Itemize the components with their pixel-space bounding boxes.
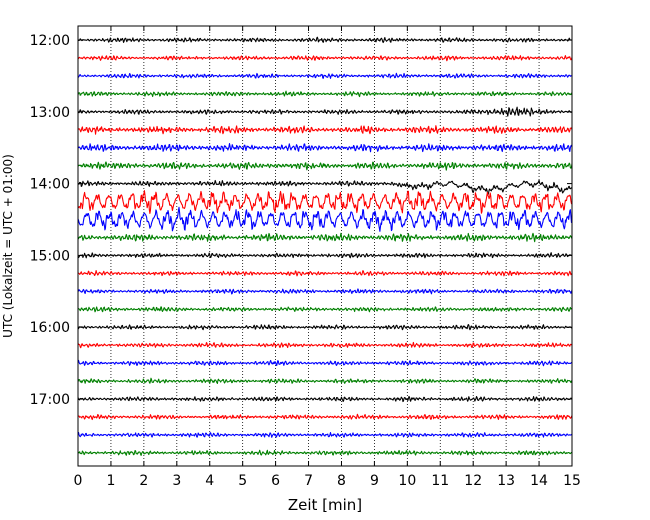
trace-1300 [77, 106, 573, 117]
x-tick-label: 1 [106, 473, 115, 489]
x-tick-label: 3 [172, 473, 181, 489]
x-tick-label: 6 [271, 473, 280, 489]
trace-1315 [77, 125, 573, 135]
y-tick-label: 16:00 [30, 320, 70, 336]
seismogram-traces [77, 36, 573, 456]
trace-1730 [77, 431, 573, 438]
x-tick-label: 10 [398, 473, 416, 489]
trace-1200 [77, 36, 573, 44]
x-tick-label: 2 [139, 473, 148, 489]
x-tick-label: 9 [370, 473, 379, 489]
trace-1500 [77, 252, 573, 259]
y-axis-ticks: 12:00 13:00 14:00 15:00 16:00 17:00 [30, 33, 572, 408]
trace-1545 [77, 306, 573, 313]
x-tick-label: 7 [304, 473, 313, 489]
trace-1630 [77, 359, 573, 367]
x-tick-label: 5 [238, 473, 247, 489]
x-tick-label: 14 [530, 473, 548, 489]
y-tick-label: 15:00 [30, 248, 70, 264]
y-tick-label: 12:00 [30, 33, 70, 49]
y-axis-label: UTC (Lokalzeit = UTC + 01:00) [1, 154, 15, 338]
trace-1615 [77, 341, 573, 349]
plot-frame [77, 25, 573, 467]
trace-1700 [77, 395, 573, 403]
trace-1600 [77, 323, 573, 331]
trace-1715 [77, 413, 573, 421]
x-axis-label: Zeit [min] [288, 496, 362, 514]
trace-1400 [77, 179, 573, 196]
trace-1530 [77, 288, 573, 295]
trace-1445 [77, 232, 573, 243]
y-tick-label: 14:00 [30, 177, 70, 193]
x-tick-label: 4 [205, 473, 214, 489]
grid-lines [110, 26, 540, 466]
x-tick-label: 15 [563, 473, 581, 489]
x-axis-ticks: 0 1 2 3 4 5 6 7 8 9 10 11 12 13 14 15 [74, 26, 581, 489]
trace-1330 [77, 143, 573, 153]
trace-1215 [77, 55, 573, 62]
trace-1415 [77, 190, 573, 214]
x-tick-label: 13 [497, 473, 515, 489]
trace-1645 [77, 377, 573, 384]
x-tick-label: 11 [431, 473, 449, 489]
x-tick-label: 0 [74, 473, 83, 489]
trace-1745 [77, 449, 573, 456]
y-tick-label: 13:00 [30, 105, 70, 121]
trace-1430 [77, 206, 573, 232]
x-tick-label: 12 [464, 473, 482, 489]
trace-1515 [77, 270, 573, 277]
trace-1345 [77, 161, 573, 171]
trace-1230 [77, 72, 573, 79]
x-tick-label: 8 [337, 473, 346, 489]
trace-1245 [77, 90, 573, 98]
y-tick-label: 17:00 [30, 392, 70, 408]
